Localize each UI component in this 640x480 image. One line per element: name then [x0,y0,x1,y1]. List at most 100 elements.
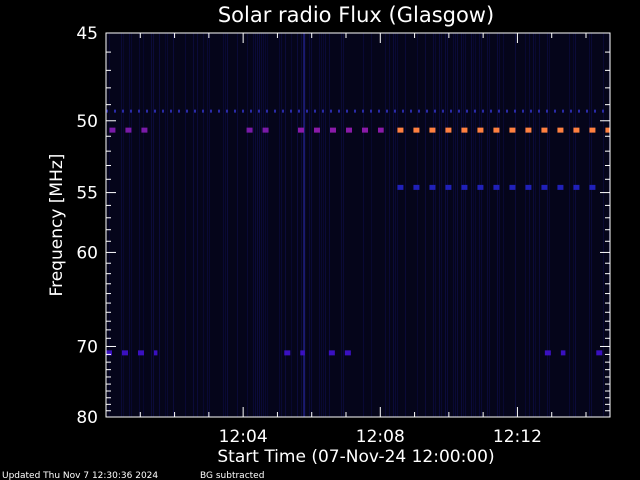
noise-stripe [159,33,160,417]
y-tick-label: 55 [76,184,98,204]
noise-stripe [573,33,574,417]
noise-stripe [397,33,398,417]
noise-stripe [131,33,132,417]
bg-subtracted-note: BG subtracted [200,471,264,480]
noise-stripes [109,33,610,417]
noise-stripe [329,33,330,417]
noise-stripe [321,33,322,417]
noise-stripe [259,33,260,417]
y-tick-label: 70 [76,337,98,357]
noise-stripe [489,33,490,417]
noise-stripe [265,33,266,417]
noise-stripe [309,33,310,417]
noise-stripe [325,33,326,417]
noise-stripe [395,33,396,417]
noise-stripe [223,33,224,417]
noise-stripe [203,33,204,417]
noise-stripe [109,33,110,417]
noise-stripe [475,33,476,417]
noise-stripe [569,33,570,417]
noise-stripe [297,33,298,417]
y-axis-label: Frequency [MHz] [47,154,67,297]
noise-stripe [165,33,166,417]
noise-stripe [185,33,186,417]
noise-stripe [193,33,194,417]
noise-stripe [371,33,372,417]
noise-stripe [453,33,454,417]
x-axis: 12:04 12:08 12:12 [139,33,587,447]
noise-stripe [461,33,462,417]
noise-stripe [261,33,262,417]
noise-stripe [301,33,302,417]
noise-stripe [487,33,488,417]
noise-stripe [209,33,210,417]
noise-stripe [441,33,442,417]
noise-stripe [343,33,344,417]
noise-stripe [549,33,550,417]
noise-stripe [471,33,472,417]
noise-stripe [227,33,228,417]
noise-stripe [503,33,504,417]
noise-stripe [385,33,386,417]
noise-stripe [237,33,238,417]
noise-stripe [465,33,466,417]
noise-stripe [129,33,130,417]
y-tick-label: 45 [76,24,98,44]
noise-stripe [143,33,144,417]
burst-streak [303,33,306,417]
noise-stripe [153,33,154,417]
noise-stripe [319,33,320,417]
noise-stripe [445,33,446,417]
noise-stripe [525,33,526,417]
noise-stripe [247,33,248,417]
noise-stripe [123,33,124,417]
noise-stripe [263,33,264,417]
noise-stripe [463,33,464,417]
chart-title: Solar radio Flux (Glasgow) [218,3,494,27]
noise-stripe [529,33,530,417]
noise-stripe [575,33,576,417]
noise-stripe [363,33,364,417]
noise-stripe [341,33,342,417]
noise-stripe [533,33,534,417]
noise-stripe [257,33,258,417]
y-tick-label: 50 [76,112,98,132]
noise-stripe [267,33,268,417]
noise-stripe [547,33,548,417]
emission-bands [106,109,610,356]
noise-stripe [225,33,226,417]
noise-stripe [291,33,292,417]
noise-stripe [455,33,456,417]
noise-stripe [393,33,394,417]
noise-stripe [417,33,418,417]
noise-stripe [425,33,426,417]
noise-stripe [479,33,480,417]
noise-stripe [167,33,168,417]
noise-stripe [323,33,324,417]
noise-stripe [515,33,516,417]
noise-stripe [435,33,436,417]
plot-area [106,33,610,417]
y-tick-label: 60 [76,243,98,263]
y-tick-label: 80 [76,408,98,428]
noise-stripe [281,33,282,417]
noise-stripe [121,33,122,417]
noise-stripe [499,33,500,417]
noise-stripe [591,33,592,417]
noise-stripe [207,33,208,417]
x-axis-label: Start Time (07-Nov-24 12:00:00) [217,447,494,467]
noise-stripe [497,33,498,417]
noise-stripe [433,33,434,417]
noise-stripe [253,33,254,417]
noise-stripe [173,33,174,417]
noise-stripe [481,33,482,417]
noise-stripe [447,33,448,417]
noise-stripe [139,33,140,417]
noise-stripe [279,33,280,417]
noise-stripe [197,33,198,417]
noise-stripe [311,33,312,417]
plot-frame [105,32,611,418]
noise-stripe [539,33,540,417]
x-tick-label: 12:12 [493,427,542,447]
